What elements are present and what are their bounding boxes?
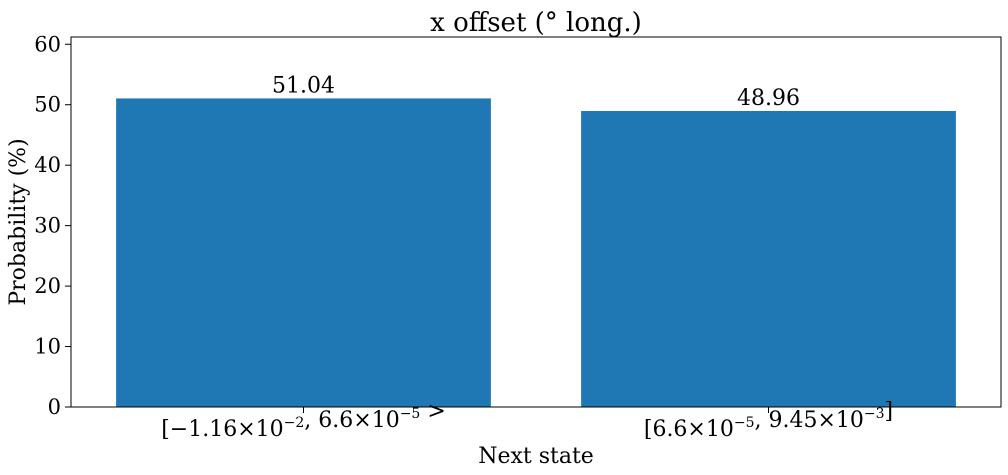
chart-title: x offset (° long.) — [430, 8, 642, 38]
y-tick-label: 0 — [48, 395, 61, 419]
y-tick-label: 60 — [34, 32, 61, 56]
x-axis-label: Next state — [478, 444, 594, 469]
y-axis-label: Probability (%) — [6, 138, 31, 305]
bar-1 — [116, 98, 491, 408]
x-tick-label-1: [−1.16×10−2, 6.6×10−5 > — [161, 399, 446, 442]
y-tick-label: 50 — [34, 93, 61, 117]
y-tick-label: 40 — [34, 153, 61, 177]
plot-frame — [70, 36, 1002, 408]
bar-2 — [581, 111, 956, 407]
y-tick-label: 20 — [34, 274, 61, 298]
x-tick-label-2: [6.6×10−5, 9.45×10−3] — [644, 399, 893, 442]
y-tick-label: 30 — [34, 214, 61, 238]
bar-value-label-2: 48.96 — [737, 86, 800, 111]
y-tick-label: 10 — [34, 335, 61, 359]
bar-value-label-1: 51.04 — [272, 73, 335, 98]
plot-area: 51.04 [−1.16×10−2, 6.6×10−5 > 48.96 [6.6×10… — [34, 32, 1002, 442]
